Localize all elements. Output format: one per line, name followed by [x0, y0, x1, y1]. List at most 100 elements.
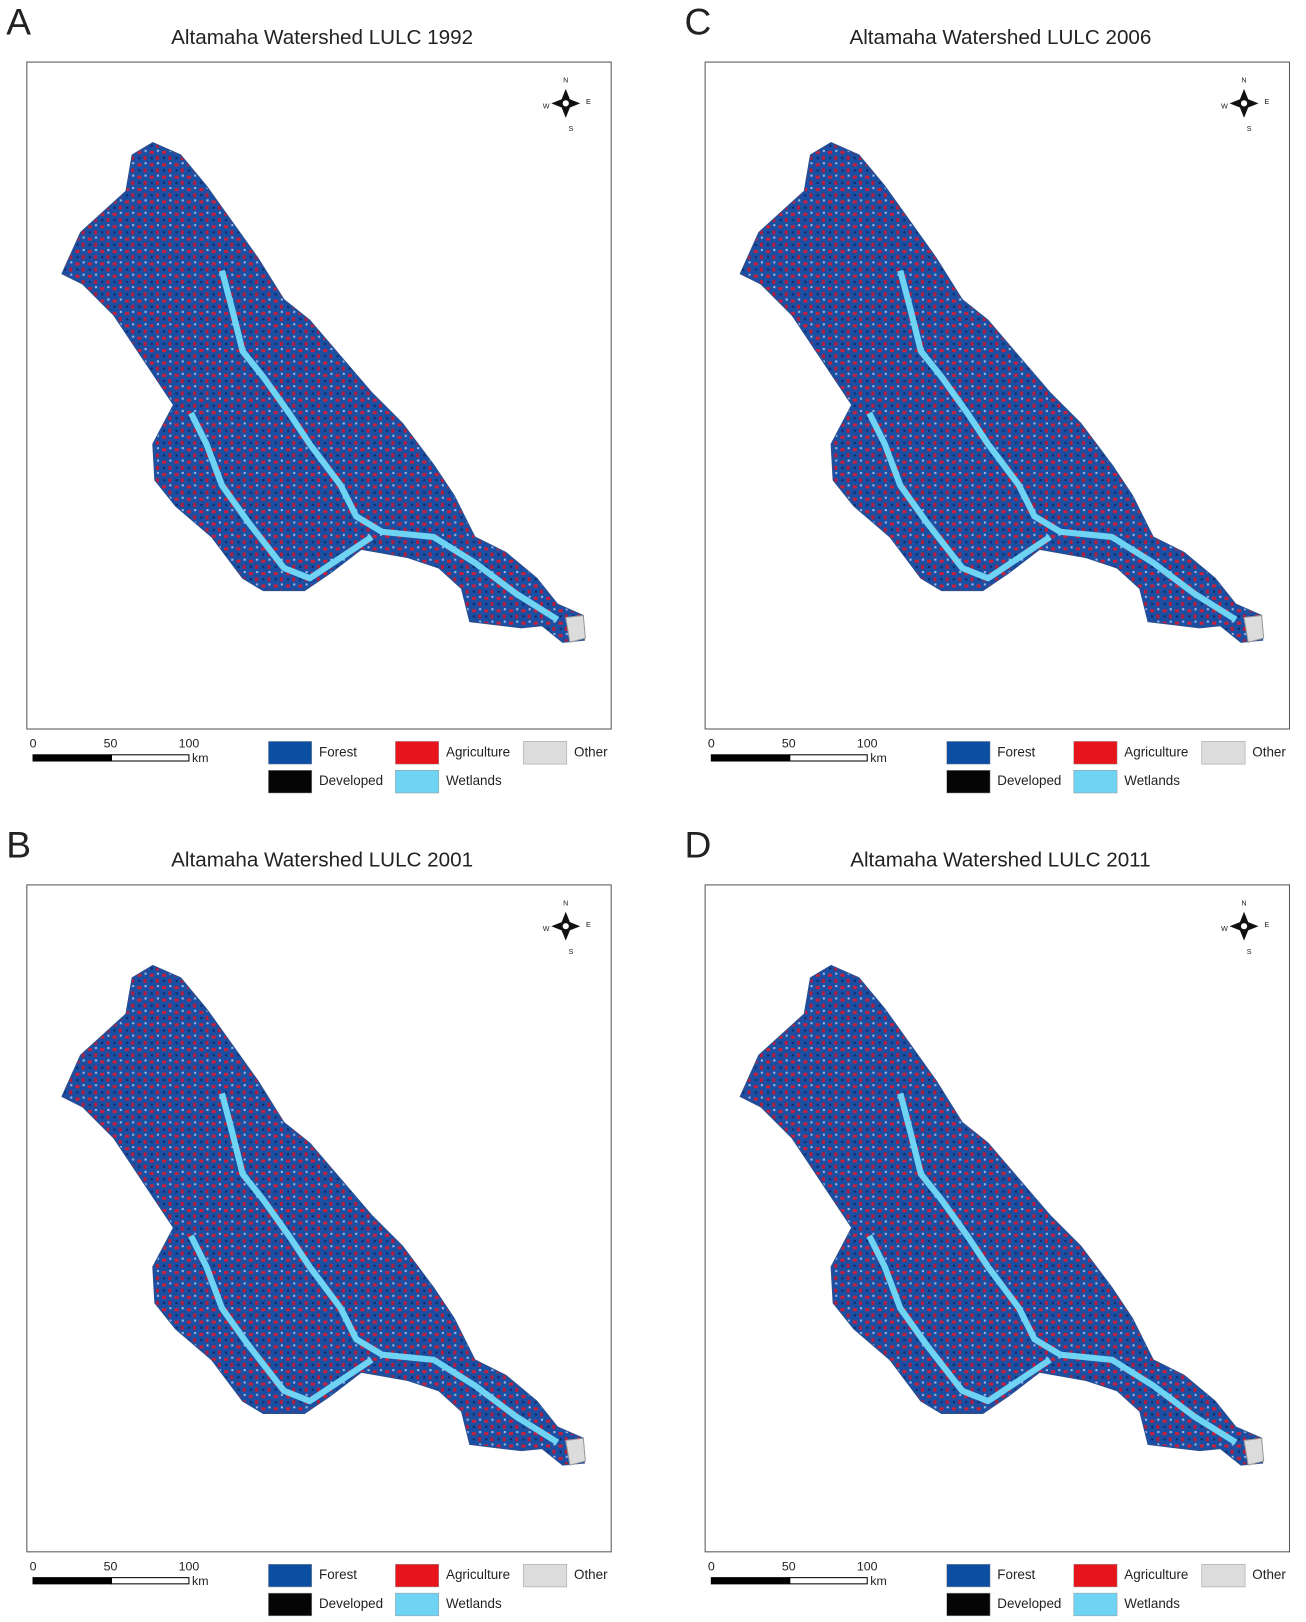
map-title: Altamaha Watershed LULC 2001 [171, 849, 473, 872]
legend-label: Forest [319, 744, 357, 759]
legend-swatch [946, 770, 991, 794]
panel-letter: A [6, 1, 31, 43]
watershed [739, 142, 1264, 643]
legend-label: Agriculture [1124, 744, 1188, 759]
watershed [739, 964, 1264, 1466]
compass-w: W [543, 101, 550, 110]
panel-letter: C [684, 1, 711, 43]
scale-label: 0 [708, 1560, 715, 1574]
legend-label: Agriculture [1124, 1567, 1188, 1582]
legend-swatch [946, 1592, 991, 1617]
map-title: Altamaha Watershed LULC 2011 [850, 849, 1150, 872]
legend-swatch [395, 770, 440, 794]
legend-swatch [946, 1563, 991, 1588]
scale-unit: km [870, 751, 887, 765]
legend-label: Forest [997, 1567, 1035, 1582]
legend-label: Developed [319, 773, 383, 788]
legend-swatch [523, 1563, 568, 1588]
legend-label: Forest [319, 1567, 357, 1582]
scale-label: 100 [179, 737, 200, 751]
legend-label: Other [1252, 1567, 1286, 1582]
compass-n: N [1241, 76, 1246, 85]
legend-swatch [523, 741, 568, 765]
legend-label: Agriculture [446, 1567, 510, 1582]
compass-s: S [1247, 124, 1252, 133]
panel-letter: D [684, 824, 711, 866]
compass-w: W [543, 924, 550, 933]
scale-bar-black [32, 1577, 113, 1585]
river [866, 1092, 1238, 1446]
compass-e: E [1264, 920, 1269, 929]
panel-letter: B [6, 824, 31, 866]
legend-label: Wetlands [1124, 1596, 1180, 1611]
watershed [61, 142, 585, 643]
compass-n: N [1241, 898, 1246, 907]
compass-w: W [1221, 924, 1228, 933]
scale-bar-white [110, 754, 190, 762]
compass-e: E [1264, 97, 1269, 106]
compass-e: E [586, 97, 591, 106]
legend-label: Other [1252, 744, 1286, 759]
compass-s: S [569, 947, 574, 956]
legend-label: Other [574, 744, 608, 759]
scale-label: 50 [104, 737, 118, 751]
compass-center [562, 100, 569, 107]
river [866, 269, 1238, 623]
estuary-other [565, 1437, 586, 1466]
map-title: Altamaha Watershed LULC 1992 [171, 26, 473, 49]
scale-label: 50 [782, 1560, 796, 1574]
legend-swatch [1073, 741, 1118, 765]
map-panel: A Altamaha Watershed LULC 1992 N E S W 0 50 100k… [6, 1, 612, 794]
compass-s: S [1247, 947, 1252, 956]
scale-unit: km [192, 751, 209, 765]
scale-bar-black [710, 1577, 791, 1585]
scale-label: 0 [30, 737, 37, 751]
legend-swatch [395, 1563, 440, 1588]
estuary-other [1243, 614, 1265, 643]
scale-label: 0 [30, 1560, 37, 1574]
legend-label: Wetlands [446, 773, 502, 788]
compass-s: S [569, 124, 574, 133]
compass-n: N [563, 76, 568, 85]
map-panel: C Altamaha Watershed LULC 2006 N E S W 0 50 100k… [684, 1, 1290, 794]
legend-swatch [395, 741, 440, 765]
scale-bar-white [789, 1577, 868, 1585]
legend-label: Other [574, 1567, 608, 1582]
legend-label: Wetlands [446, 1596, 502, 1611]
map-title: Altamaha Watershed LULC 2006 [849, 26, 1151, 49]
legend-swatch [1073, 770, 1118, 794]
legend-swatch [1073, 1592, 1118, 1617]
legend-swatch [1073, 1563, 1118, 1588]
scale-bar-black [710, 754, 791, 762]
compass-center [562, 923, 569, 930]
compass-center [1240, 923, 1248, 930]
legend-swatch [1201, 741, 1246, 765]
legend-label: Forest [997, 744, 1035, 759]
compass-w: W [1221, 101, 1228, 110]
estuary-other [1243, 1437, 1265, 1466]
legend-swatch [268, 741, 313, 765]
scale-label: 0 [708, 737, 715, 751]
compass-e: E [586, 920, 591, 929]
scale-unit: km [192, 1574, 209, 1588]
legend-label: Wetlands [1124, 773, 1180, 788]
legend-label: Developed [319, 1596, 383, 1611]
river [188, 269, 560, 623]
scale-bar-white [789, 754, 868, 762]
legend-swatch [268, 770, 313, 794]
legend-label: Agriculture [446, 744, 510, 759]
scale-label: 100 [857, 737, 878, 751]
map-panel: B Altamaha Watershed LULC 2001 N E S W 0 50 100k… [6, 824, 612, 1617]
scale-label: 100 [857, 1560, 878, 1574]
map-panel: D Altamaha Watershed LULC 2011 N E S W 0 50 100k… [684, 824, 1290, 1617]
legend-swatch [1201, 1563, 1246, 1588]
scale-label: 50 [782, 737, 796, 751]
legend-label: Developed [997, 773, 1061, 788]
scale-label: 50 [104, 1560, 118, 1574]
river [188, 1092, 560, 1446]
legend-swatch [395, 1592, 440, 1617]
legend-swatch [268, 1563, 313, 1588]
scale-label: 100 [179, 1560, 200, 1574]
